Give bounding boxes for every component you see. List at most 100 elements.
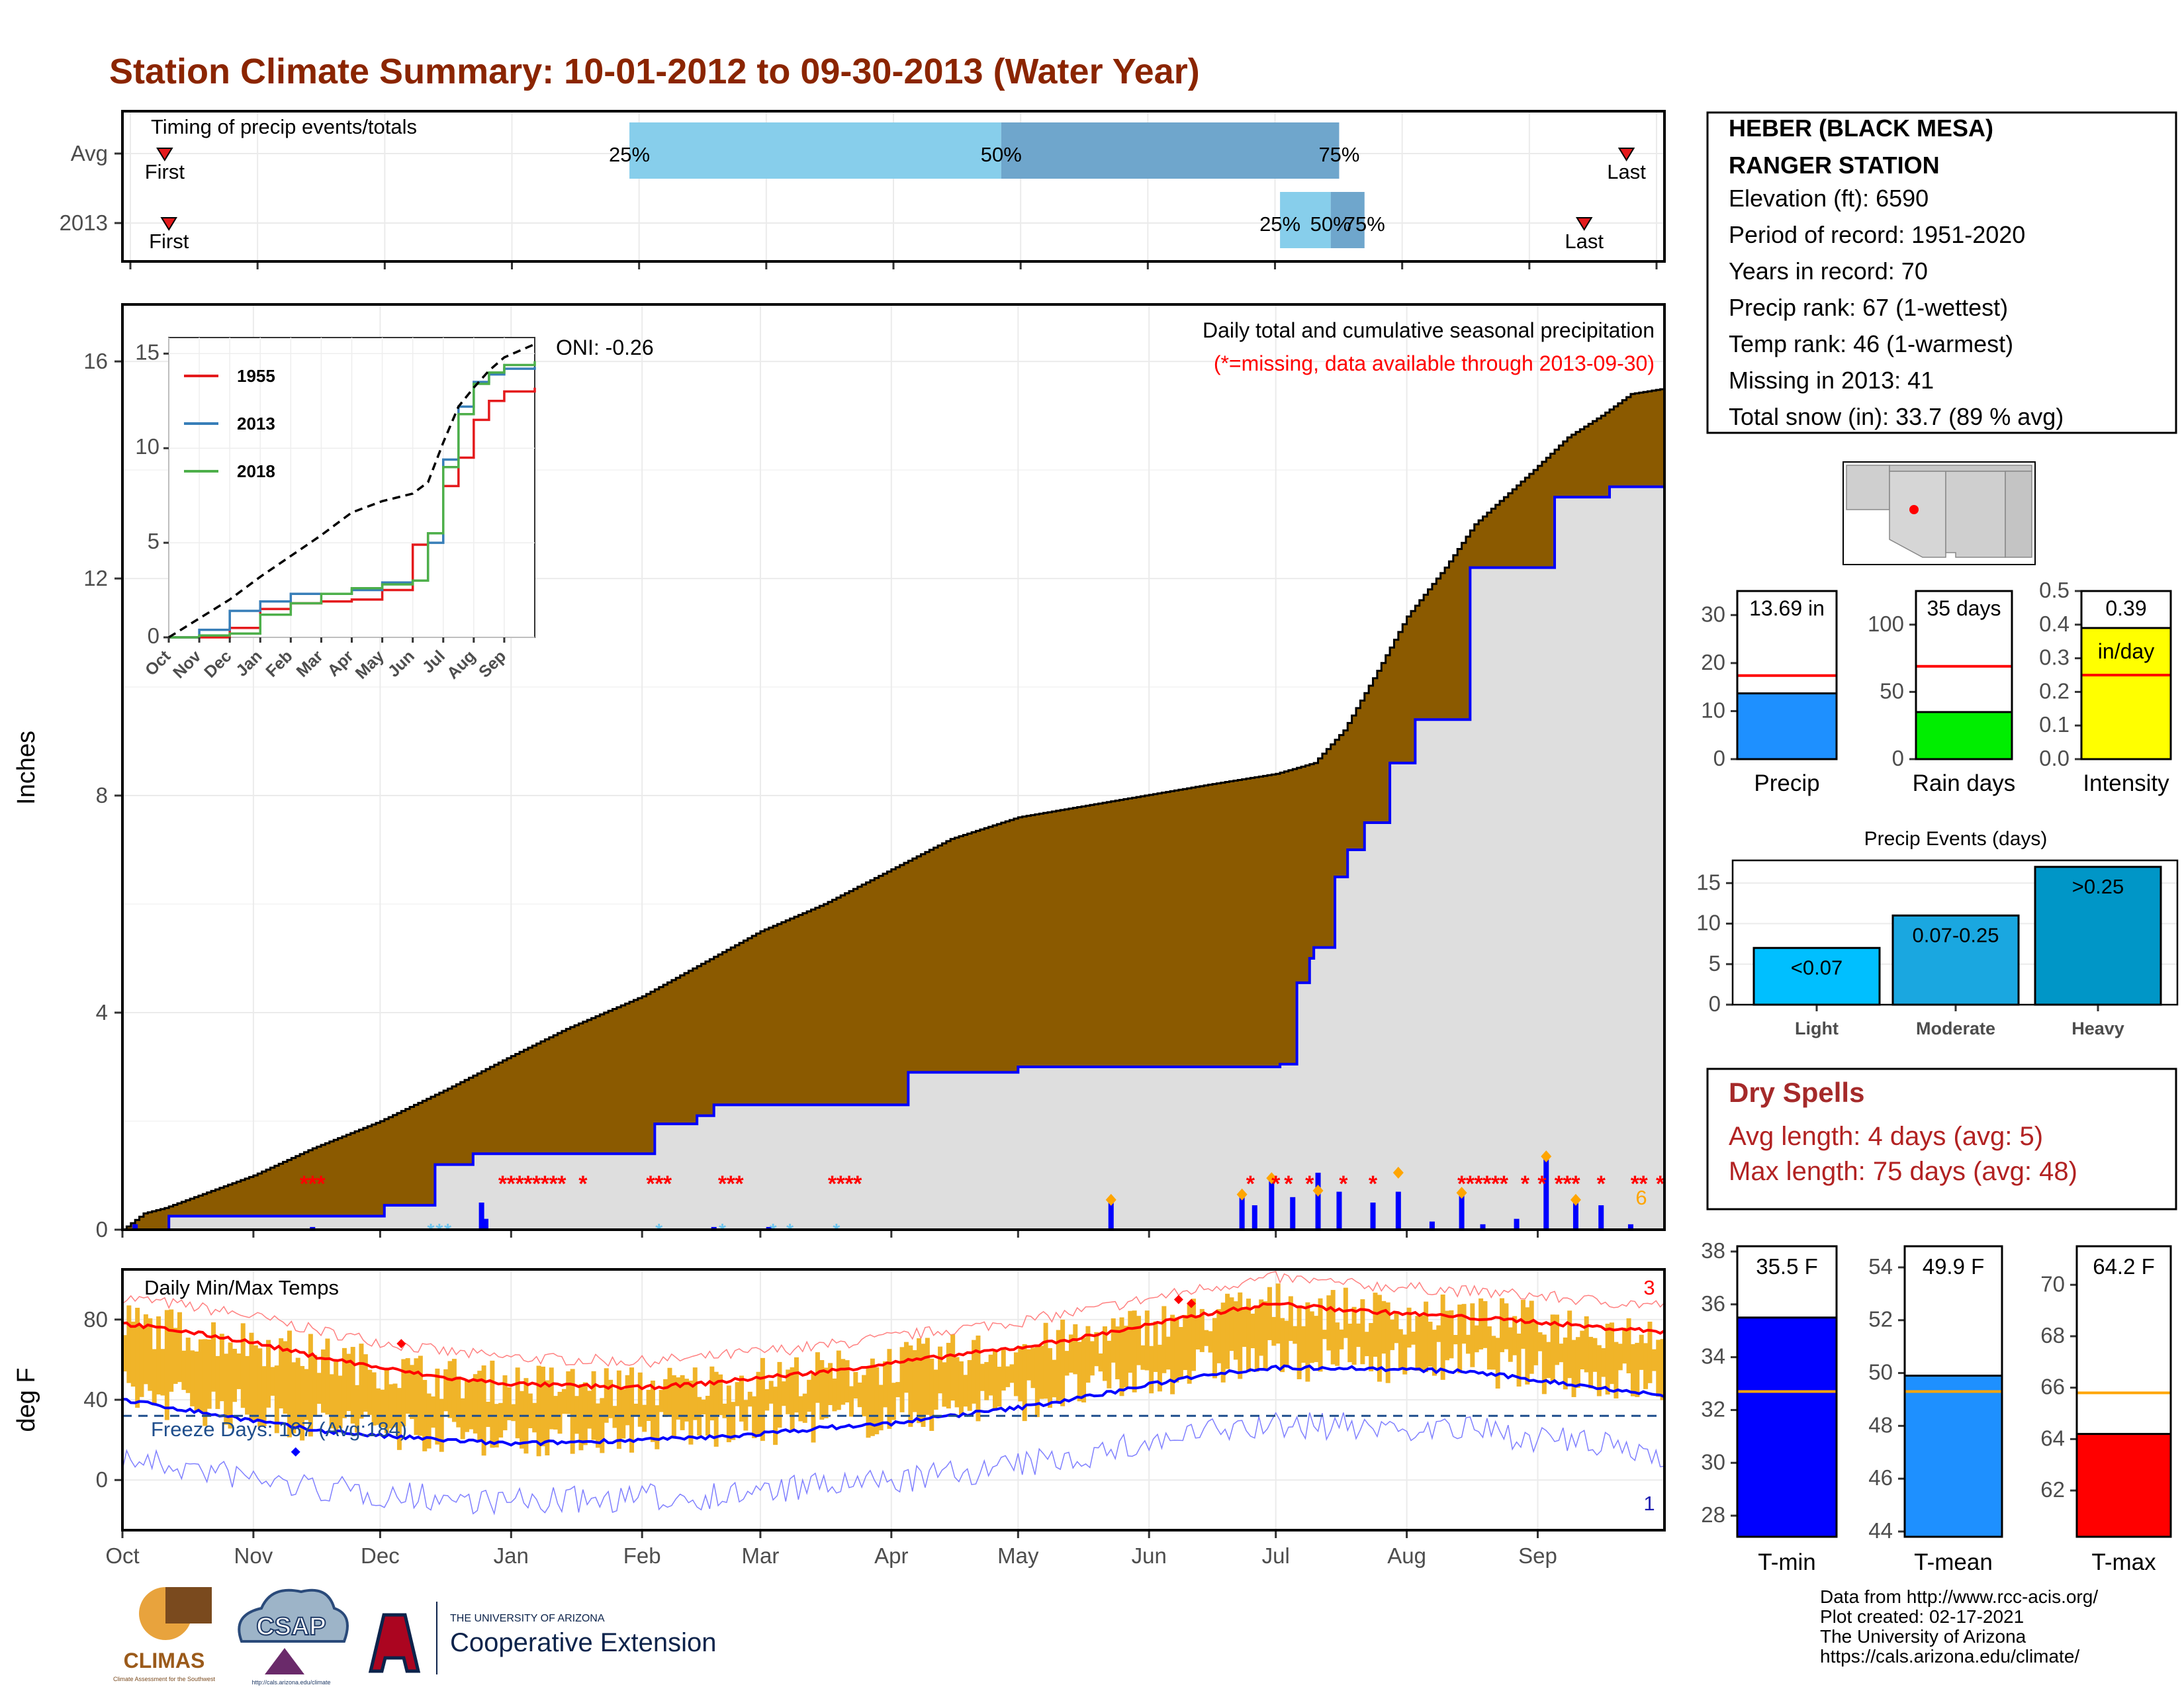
daily-temp-bar bbox=[1520, 1299, 1525, 1349]
station-box-frame bbox=[1706, 111, 2177, 434]
daily-temp-bar bbox=[1351, 1306, 1357, 1365]
daily-temp-bar bbox=[582, 1382, 588, 1445]
daily-temp-bar bbox=[443, 1369, 449, 1412]
daily-temp-bar bbox=[156, 1316, 161, 1394]
main-ytick-label: 0 bbox=[96, 1217, 108, 1242]
daily-temp-bar bbox=[604, 1368, 609, 1423]
daily-temp-bar bbox=[921, 1344, 926, 1427]
daily-temp-bar bbox=[616, 1370, 621, 1449]
mini-bar-ytick-label: 10 bbox=[1701, 698, 1725, 722]
temp-bar-ytick-label: 46 bbox=[1868, 1465, 1893, 1490]
daily-temp-bar bbox=[574, 1396, 580, 1434]
daily-temp-bar bbox=[938, 1346, 943, 1394]
daily-temp-bar bbox=[1402, 1334, 1408, 1375]
daily-temp-bar bbox=[494, 1404, 499, 1447]
record-high-count: 3 bbox=[1643, 1276, 1655, 1299]
daily-temp-bar bbox=[401, 1359, 406, 1427]
daily-temp-bar bbox=[857, 1382, 862, 1408]
daily-temp-bar bbox=[946, 1342, 951, 1409]
missing-day-marker: * bbox=[844, 1171, 854, 1197]
daily-temp-bar bbox=[642, 1404, 647, 1432]
heavy-event-diamond bbox=[1236, 1188, 1248, 1201]
daily-temp-bar bbox=[1643, 1343, 1649, 1389]
daily-temp-bar bbox=[1398, 1329, 1403, 1369]
daily-temp-bar bbox=[477, 1371, 482, 1441]
daily-temp-bar bbox=[545, 1380, 550, 1456]
daily-temp-bar bbox=[1195, 1316, 1201, 1349]
daily-temp-bar bbox=[1259, 1299, 1264, 1356]
daily-temp-bar bbox=[274, 1365, 279, 1434]
daily-temp-bar bbox=[621, 1389, 626, 1439]
daily-precip-bar bbox=[1251, 1205, 1257, 1230]
daily-temp-bar bbox=[917, 1338, 922, 1424]
heavy-event-diamond bbox=[1570, 1193, 1581, 1206]
daily-temp-bar bbox=[1647, 1321, 1653, 1383]
daily-temp-bar bbox=[1085, 1326, 1091, 1383]
daily-temp-bar bbox=[1656, 1340, 1661, 1397]
missing-day-marker: * bbox=[1656, 1171, 1665, 1197]
daily-temp-bar bbox=[625, 1375, 630, 1426]
daily-temp-bar bbox=[1626, 1318, 1631, 1373]
timing-bar-q1 bbox=[1280, 192, 1331, 248]
mini-bar-value bbox=[1915, 711, 2013, 760]
daily-temp-bar bbox=[405, 1358, 410, 1414]
main-frame bbox=[121, 303, 1666, 1231]
daily-temp-bar bbox=[363, 1354, 368, 1412]
daily-temp-bar bbox=[1263, 1301, 1268, 1370]
precip-2013-area bbox=[122, 486, 1664, 1230]
missing-day-marker: * bbox=[735, 1171, 744, 1197]
daily-temp-bar bbox=[692, 1367, 698, 1420]
daily-temp-bar bbox=[1140, 1345, 1146, 1370]
daily-temp-bar bbox=[224, 1353, 229, 1425]
daily-temp-bar bbox=[1077, 1342, 1082, 1402]
daily-temp-bar bbox=[722, 1403, 727, 1418]
daily-temp-bar bbox=[993, 1350, 997, 1411]
daily-temp-bar bbox=[426, 1393, 432, 1449]
daily-temp-bar bbox=[1369, 1323, 1374, 1371]
precip-events-chart: Precip Events (days) 0 5 10 15 <0.07 Light 0.07… bbox=[1696, 828, 2179, 1038]
daily-temp-bar bbox=[1254, 1306, 1259, 1372]
daily-precip-bar bbox=[1239, 1194, 1245, 1230]
daily-temp-bar bbox=[1610, 1322, 1614, 1385]
daily-temp-bar bbox=[511, 1404, 516, 1422]
mini-bar-value-label: 0.39 bbox=[2105, 596, 2146, 620]
month-label: Apr bbox=[874, 1543, 908, 1568]
daily-temp-bar bbox=[929, 1358, 934, 1432]
events-bar bbox=[1752, 946, 1881, 1006]
daily-temp-bar bbox=[1018, 1346, 1023, 1402]
daily-temp-bar bbox=[701, 1399, 706, 1414]
daily-temp-bar bbox=[295, 1357, 300, 1427]
daily-temp-bar bbox=[1512, 1316, 1518, 1355]
daily-temp-bar bbox=[376, 1388, 381, 1425]
daily-temp-bar bbox=[1373, 1293, 1378, 1357]
station-info-line: Period of record: 1951-2020 bbox=[1729, 221, 2025, 248]
daily-temp-bar bbox=[122, 1335, 127, 1372]
daily-temp-bar bbox=[1022, 1344, 1027, 1422]
daily-temp-bar bbox=[1330, 1290, 1336, 1365]
daily-temp-bar bbox=[1343, 1287, 1348, 1338]
temp-bar-ytick-label: 28 bbox=[1701, 1502, 1725, 1527]
footer: Data from http://www.rcc-acis.org/Plot c… bbox=[113, 1586, 2098, 1686]
station-info-line: Precip rank: 67 (1-wettest) bbox=[1729, 294, 2008, 321]
month-label: Dec bbox=[361, 1543, 400, 1568]
mini-bar-frame bbox=[2080, 590, 2172, 760]
temp-bar-ytick-label: 36 bbox=[1701, 1291, 1725, 1316]
month-label: Oct bbox=[105, 1543, 139, 1568]
daily-precip-bar bbox=[478, 1203, 484, 1230]
daily-temp-bar bbox=[1013, 1352, 1019, 1396]
station-info-line: Total snow (in): 33.7 (89 % avg) bbox=[1729, 403, 2064, 430]
mini-bar-ytick-label: 50 bbox=[1880, 678, 1904, 703]
daily-temp-bar bbox=[1445, 1310, 1450, 1361]
mini-bar-ytick-label: 0.3 bbox=[2039, 645, 2070, 670]
daily-temp-bar bbox=[185, 1338, 191, 1393]
daily-temp-bar bbox=[1242, 1308, 1247, 1348]
temp-ylabel: deg F bbox=[13, 1367, 40, 1432]
daily-temp-bar bbox=[1183, 1314, 1188, 1371]
daily-temp-bar bbox=[1605, 1324, 1610, 1395]
temp-bar-value-label: 64.2 F bbox=[2093, 1254, 2155, 1279]
daily-temp-bar bbox=[316, 1373, 322, 1404]
daily-temp-bar bbox=[325, 1338, 330, 1415]
daily-temp-bar bbox=[456, 1376, 461, 1428]
daily-temp-bar bbox=[903, 1342, 909, 1393]
